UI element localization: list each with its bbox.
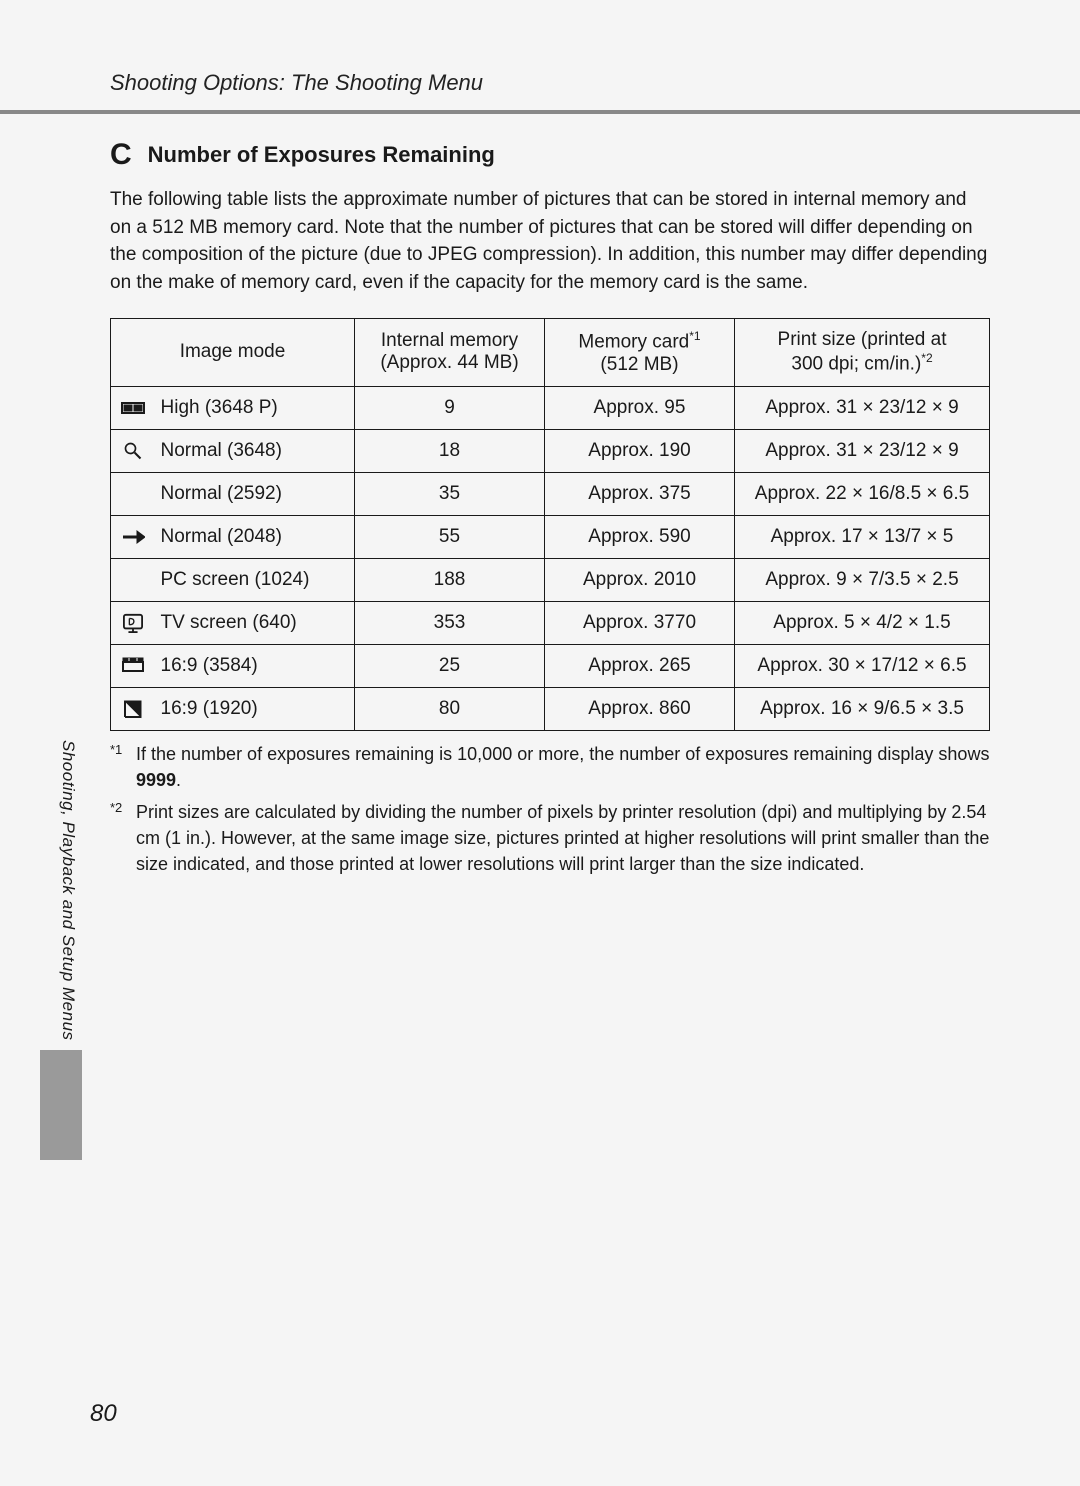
row-print: Approx. 31 × 23/12 × 9 [735, 429, 990, 472]
fn1-text: If the number of exposures remaining is … [136, 741, 990, 793]
row-mode: PC screen (1024) [155, 558, 355, 601]
row-icon [111, 429, 155, 472]
table-row: PC screen (1024)188Approx. 2010Approx. 9… [111, 558, 990, 601]
row-card: Approx. 860 [545, 687, 735, 730]
th-card: Memory card*1 (512 MB) [545, 319, 735, 386]
row-mode: Normal (2592) [155, 472, 355, 515]
row-print: Approx. 9 × 7/3.5 × 2.5 [735, 558, 990, 601]
table-row: Normal (2592)35Approx. 375Approx. 22 × 1… [111, 472, 990, 515]
row-mode: Normal (2048) [155, 515, 355, 558]
row-internal: 55 [355, 515, 545, 558]
exposures-table: Image mode Internal memory (Approx. 44 M… [110, 318, 990, 730]
fn1-text-b: . [176, 770, 181, 790]
subtitle-row: C Number of Exposures Remaining [110, 138, 990, 172]
row-icon [111, 687, 155, 730]
th-card-bottom: (512 MB) [600, 354, 678, 375]
fn2-text: Print sizes are calculated by dividing t… [136, 799, 990, 877]
table-header-row: Image mode Internal memory (Approx. 44 M… [111, 319, 990, 386]
subtitle-text: Number of Exposures Remaining [148, 142, 495, 168]
row-print: Approx. 22 × 16/8.5 × 6.5 [735, 472, 990, 515]
th-internal-top: Internal memory [381, 330, 518, 351]
th-mode: Image mode [111, 319, 355, 386]
fn2-marker: *2 [110, 799, 130, 877]
row-print: Approx. 31 × 23/12 × 9 [735, 386, 990, 429]
page-number: 80 [90, 1400, 117, 1428]
table-row: 16:9 (1920)80Approx. 860Approx. 16 × 9/6… [111, 687, 990, 730]
row-card: Approx. 590 [545, 515, 735, 558]
table-row: High (3648 P)9Approx. 95Approx. 31 × 23/… [111, 386, 990, 429]
footnote-2: *2 Print sizes are calculated by dividin… [110, 799, 990, 877]
row-mode: TV screen (640) [155, 601, 355, 644]
th-print: Print size (printed at 300 dpi; cm/in.)*… [735, 319, 990, 386]
th-card-sup: *1 [689, 329, 700, 343]
row-mode: 16:9 (1920) [155, 687, 355, 730]
side-tab [40, 1050, 82, 1160]
row-card: Approx. 2010 [545, 558, 735, 601]
row-card: Approx. 265 [545, 644, 735, 687]
row-print: Approx. 17 × 13/7 × 5 [735, 515, 990, 558]
row-mode: High (3648 P) [155, 386, 355, 429]
row-mode: Normal (3648) [155, 429, 355, 472]
th-print-top: Print size (printed at [778, 329, 947, 350]
row-print: Approx. 30 × 17/12 × 6.5 [735, 644, 990, 687]
row-mode: 16:9 (3584) [155, 644, 355, 687]
row-icon [111, 644, 155, 687]
row-internal: 188 [355, 558, 545, 601]
th-internal: Internal memory (Approx. 44 MB) [355, 319, 545, 386]
row-print: Approx. 5 × 4/2 × 1.5 [735, 601, 990, 644]
table-row: 16:9 (3584)25Approx. 265Approx. 30 × 17/… [111, 644, 990, 687]
row-internal: 9 [355, 386, 545, 429]
table-row: TV screen (640)353Approx. 3770Approx. 5 … [111, 601, 990, 644]
th-print-sup: *2 [921, 351, 932, 365]
row-internal: 353 [355, 601, 545, 644]
intro-paragraph: The following table lists the approximat… [110, 186, 990, 296]
footnote-1: *1 If the number of exposures remaining … [110, 741, 990, 793]
th-internal-bottom: (Approx. 44 MB) [380, 352, 518, 373]
row-icon [111, 558, 155, 601]
row-icon [111, 472, 155, 515]
row-card: Approx. 190 [545, 429, 735, 472]
row-card: Approx. 3770 [545, 601, 735, 644]
header-underline [0, 110, 1080, 114]
footnotes: *1 If the number of exposures remaining … [110, 741, 990, 877]
row-internal: 25 [355, 644, 545, 687]
side-vertical-text: Shooting, Playback and Setup Menus [58, 740, 78, 1041]
fn1-bold: 9999 [136, 770, 176, 790]
row-icon [111, 386, 155, 429]
row-icon [111, 601, 155, 644]
th-card-top: Memory card [578, 332, 689, 353]
row-internal: 18 [355, 429, 545, 472]
table-row: Normal (3648)18Approx. 190Approx. 31 × 2… [111, 429, 990, 472]
row-icon [111, 515, 155, 558]
row-card: Approx. 95 [545, 386, 735, 429]
row-internal: 35 [355, 472, 545, 515]
th-print-bottom: 300 dpi; cm/in.) [791, 354, 921, 375]
fn1-marker: *1 [110, 741, 130, 793]
section-header: Shooting Options: The Shooting Menu [110, 70, 990, 96]
row-internal: 80 [355, 687, 545, 730]
fn1-text-a: If the number of exposures remaining is … [136, 744, 989, 764]
table-row: Normal (2048)55Approx. 590Approx. 17 × 1… [111, 515, 990, 558]
subtitle-marker: C [110, 138, 132, 172]
row-print: Approx. 16 × 9/6.5 × 3.5 [735, 687, 990, 730]
row-card: Approx. 375 [545, 472, 735, 515]
